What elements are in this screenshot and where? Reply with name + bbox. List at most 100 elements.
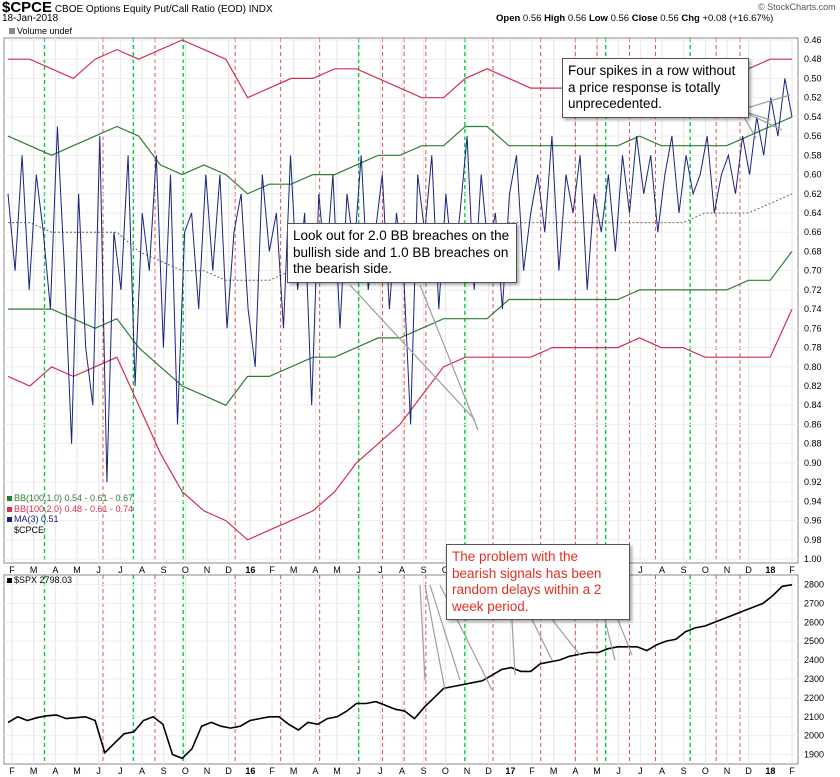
cpce-y-tick-label: 0.68 (804, 246, 822, 256)
ohlc-readout: Open 0.56 High 0.56 Low 0.56 Close 0.56 … (496, 13, 773, 24)
volume-note: Volume undef (9, 26, 72, 36)
cpce-y-tick-label: 0.82 (804, 381, 822, 391)
cpce-x-tick-label: M (30, 565, 38, 575)
spx-x-tick-label: F (9, 766, 15, 776)
cpce-panel-frame (3, 37, 799, 564)
spx-x-tick-label: 18 (765, 766, 775, 776)
cpce-y-tick-label: 0.92 (804, 477, 822, 487)
spx-x-tick-label: O (442, 766, 449, 776)
cpce-legend: BB(100,1.0) 0.54 - 0.61 - 0.67 BB(100,2.… (7, 493, 133, 535)
annotation-four-spikes: Four spikes in a row without a price res… (562, 58, 749, 118)
spx-x-tick-label: A (52, 766, 58, 776)
bb1-lower-line (8, 251, 793, 406)
spx-y-tick-label: 2000 (804, 731, 824, 741)
cpce-y-tick-label: 0.66 (804, 227, 822, 237)
cpce-x-tick-label: A (312, 565, 318, 575)
cpce-y-tick-label: 0.62 (804, 189, 822, 199)
cpce-x-tick-label: A (399, 565, 405, 575)
open-value: 0.56 (522, 13, 542, 24)
spx-x-tick-label: 16 (245, 766, 255, 776)
bb-middle-line (8, 193, 793, 281)
spx-legend: $SPX 2798.03 (7, 575, 72, 586)
cpce-x-tick-label: A (139, 565, 145, 575)
cpce-x-tick-label: D (225, 565, 232, 575)
cpce-x-tick-label: F (789, 565, 795, 575)
cpce-x-tick-label: J (378, 565, 383, 575)
cpce-y-tick-label: 0.72 (804, 285, 822, 295)
spx-x-tick-label: N (204, 766, 211, 776)
cpce-y-tick-label: 0.48 (804, 54, 822, 64)
spx-y-tick-label: 2400 (804, 655, 824, 665)
cpce-y-tick-label: 0.74 (804, 304, 822, 314)
cpce-y-tick-label: 0.90 (804, 458, 822, 468)
cpce-y-tick-label: 0.50 (804, 73, 822, 83)
cpce-x-tick-label: M (333, 565, 341, 575)
spx-y-tick-label: 2600 (804, 617, 824, 627)
spx-x-tick-label: F (529, 766, 535, 776)
bb1-upper-line (7, 116, 793, 195)
spx-x-tick-label: O (702, 766, 709, 776)
spx-x-tick-label: N (724, 766, 731, 776)
cpce-x-tick-label: J (96, 565, 101, 575)
annotation-pointer (419, 284, 479, 431)
cpce-x-tick-label: S (681, 565, 687, 575)
spx-x-tick-label: J (638, 766, 643, 776)
chart-date: 18-Jan-2018 (2, 13, 59, 24)
cpce-y-tick-label: 0.56 (804, 131, 822, 141)
annotation-bb-breaches: Look out for 2.0 BB breaches on the bull… (287, 223, 517, 283)
cpce-y-tick-label: 0.58 (804, 150, 822, 160)
cpce-x-tick-label: A (659, 565, 665, 575)
spx-x-tick-label: A (139, 766, 145, 776)
cpce-x-tick-label: 18 (765, 565, 775, 575)
cpce-x-tick-label: J (118, 565, 123, 575)
cpce-x-tick-label: J (356, 565, 361, 575)
spx-x-tick-label: J (96, 766, 101, 776)
cpce-x-tick-label: F (269, 565, 275, 575)
spx-x-tick-label: M (290, 766, 298, 776)
spx-y-tick-label: 2700 (804, 598, 824, 608)
spx-x-tick-label: J (378, 766, 383, 776)
cpce-y-tick-label: 0.98 (804, 535, 822, 545)
low-value: 0.56 (610, 13, 630, 24)
cpce-y-tick-label: 0.80 (804, 362, 822, 372)
cpce-y-tick-label: 0.64 (804, 208, 822, 218)
close-value: 0.56 (660, 13, 679, 24)
bb2-lower-line (7, 308, 793, 541)
legend-bb2: BB(100,2.0) 0.48 - 0.61 - 0.74 (7, 504, 133, 515)
cpce-y-tick-label: 0.86 (804, 419, 822, 429)
cpce-y-tick-label: 0.46 (804, 35, 822, 45)
spx-x-tick-label: A (312, 766, 318, 776)
cpce-y-tick-label: 0.94 (804, 496, 822, 506)
annotation-pointer (429, 584, 461, 681)
spx-x-tick-label: 17 (505, 766, 515, 776)
spx-y-tick-label: 2500 (804, 636, 824, 646)
chg-value: +0.08 (+16.67%) (702, 13, 774, 24)
cpce-x-tick-label: N (724, 565, 731, 575)
cpce-x-tick-label: S (161, 565, 167, 575)
spx-x-tick-label: S (161, 766, 167, 776)
cpce-y-tick-label: 0.60 (804, 170, 822, 180)
cpce-x-tick-label: N (204, 565, 211, 575)
cpce-y-tick-label: 1.00 (804, 554, 822, 564)
cpce-y-tick-label: 0.70 (804, 266, 822, 276)
spx-y-tick-label: 2300 (804, 674, 824, 684)
spx-x-tick-label: N (464, 766, 471, 776)
spx-x-tick-label: A (659, 766, 665, 776)
symbol-label: $CPCE (2, 0, 53, 16)
cpce-x-tick-label: F (9, 565, 15, 575)
spx-x-tick-label: O (182, 766, 189, 776)
spx-x-tick-label: S (421, 766, 427, 776)
annotation-pointer (419, 584, 426, 681)
cpce-y-tick-label: 0.84 (804, 400, 822, 410)
brand-label: © StockCharts.com (758, 2, 836, 12)
cpce-x-tick-label: O (702, 565, 709, 575)
cpce-x-tick-label: O (442, 565, 449, 575)
annotation-pointer (424, 584, 446, 691)
cpce-x-tick-label: D (745, 565, 752, 575)
cpce-y-tick-label: 0.52 (804, 93, 822, 103)
spx-x-tick-label: D (485, 766, 492, 776)
low-label: Low (588, 13, 608, 24)
chg-label: Chg (681, 13, 700, 24)
high-value: 0.56 (567, 13, 587, 24)
